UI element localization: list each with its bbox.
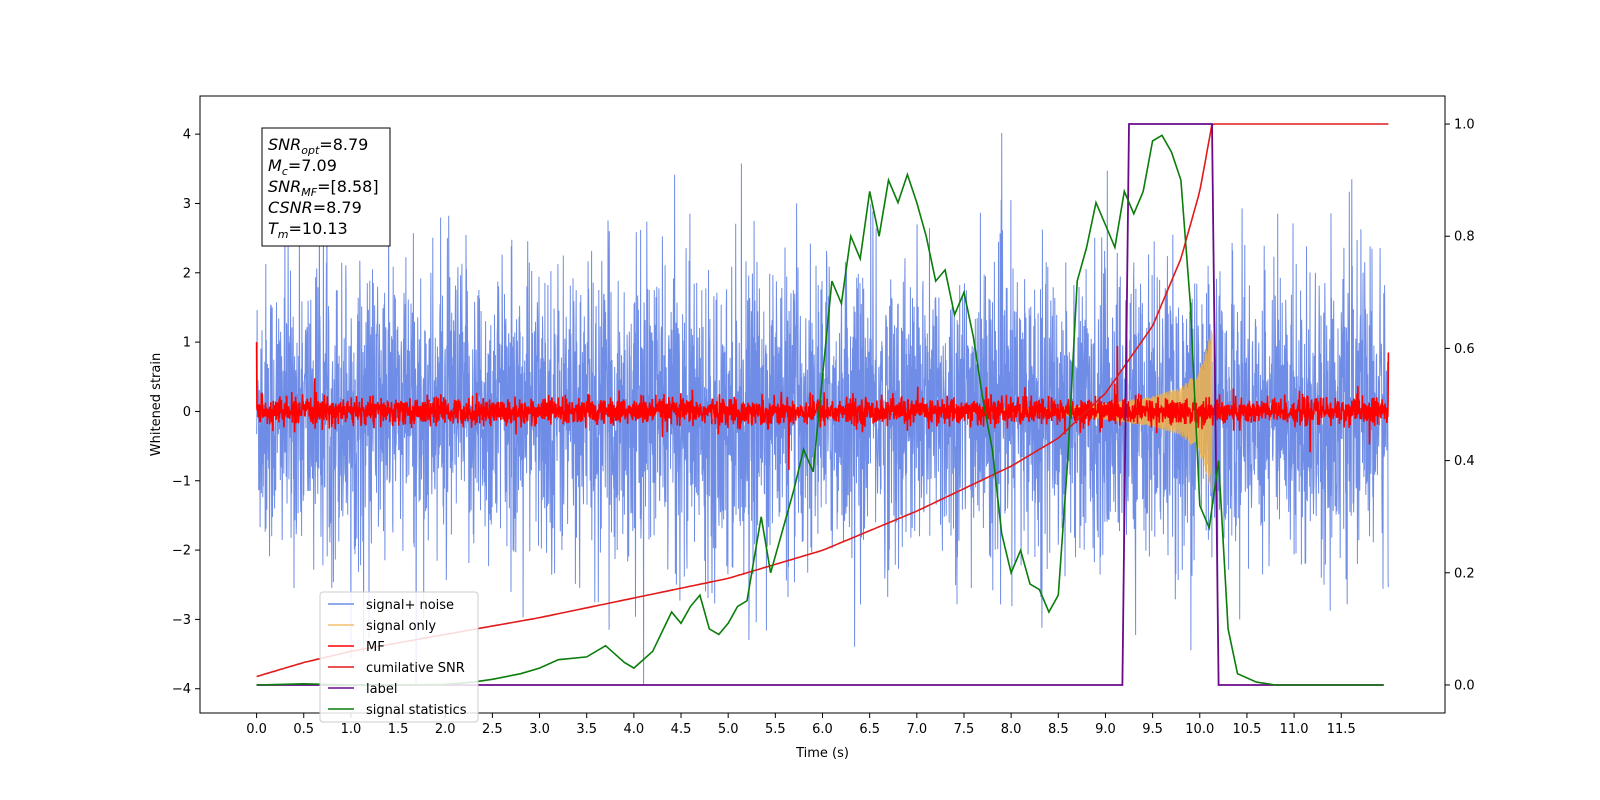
y-tick-label: −1 — [172, 474, 191, 489]
info-symbol: CSNR — [268, 198, 313, 217]
legend: signal+ noise signal only MF cumilative SNR… — [319, 591, 479, 723]
y-axis-left-ticks: 4 3 2 1 0 −1 −2 −3 −4 — [172, 128, 200, 697]
x-tick-label: 8.5 — [1048, 722, 1069, 737]
x-tick-label: 4.0 — [624, 722, 645, 737]
y-tick-label: −3 — [172, 613, 191, 628]
x-tick-label: 7.0 — [906, 722, 927, 737]
info-line: Mc=7.09 — [268, 156, 337, 178]
x-tick-label: 3.5 — [576, 722, 597, 737]
info-value: =7.09 — [288, 156, 337, 175]
info-subscript: MF — [301, 186, 317, 199]
label-line — [256, 123, 1384, 686]
x-tick-label: 4.5 — [671, 722, 692, 737]
y-tick-label: 2 — [183, 266, 191, 281]
legend-entry-label: signal only — [366, 619, 436, 634]
legend-entry-label: signal+ noise — [366, 598, 454, 613]
x-tick-label: 8.0 — [1001, 722, 1022, 737]
y-right-tick-label: 0.4 — [1454, 454, 1475, 469]
legend-frame — [319, 591, 479, 723]
info-subscript: opt — [301, 144, 320, 157]
y-tick-label: −2 — [172, 544, 191, 559]
x-tick-label: 2.0 — [435, 722, 456, 737]
info-value: =8.79 — [313, 198, 362, 217]
y-tick-label: 0 — [183, 405, 191, 420]
legend-entry-label: label — [366, 682, 397, 697]
info-line: CSNR=8.79 — [268, 198, 362, 217]
mf-line — [255, 342, 1390, 471]
x-tick-label: 6.0 — [812, 722, 833, 737]
x-tick-label: 10.0 — [1185, 722, 1214, 737]
y-right-tick-label: 0.2 — [1454, 566, 1475, 581]
info-subscript: m — [278, 228, 289, 241]
x-tick-label: 0.5 — [293, 722, 314, 737]
x-tick-label: 9.5 — [1142, 722, 1163, 737]
info-symbol: T — [268, 219, 279, 238]
x-tick-label: 11.0 — [1280, 722, 1309, 737]
x-tick-label: 11.5 — [1327, 722, 1356, 737]
x-tick-label: 3.0 — [529, 722, 550, 737]
x-axis-ticks: 0.0 0.5 1.0 1.5 2.0 2.5 3.0 3.5 4.0 4.5 5.0 5.5 6.0 6… — [246, 713, 1356, 737]
mf-series — [255, 342, 1390, 471]
legend-entry-label: cumilative SNR — [366, 661, 465, 676]
y-axis-right-ticks: 1.0 0.8 0.6 0.4 0.2 0.0 — [1445, 118, 1475, 693]
info-value: =[8.58] — [317, 177, 379, 196]
info-subscript: c — [282, 165, 288, 178]
y-right-tick-label: 0.6 — [1454, 342, 1475, 357]
info-box-frame — [261, 127, 391, 247]
y-right-tick-label: 0.8 — [1454, 230, 1475, 245]
info-line: SNRMF=[8.58] — [268, 177, 379, 199]
y-tick-label: 4 — [183, 128, 191, 143]
info-symbol: SNR — [268, 177, 301, 196]
info-line: SNRopt=8.79 — [268, 135, 368, 157]
y-tick-label: −4 — [172, 682, 191, 697]
legend-entry-label: signal statistics — [366, 703, 467, 718]
x-tick-label: 0.0 — [246, 722, 267, 737]
y-axis-label: Whitened strain — [149, 353, 164, 456]
y-right-tick-label: 0.0 — [1454, 678, 1475, 693]
y-tick-label: 3 — [183, 197, 191, 212]
x-tick-label: 5.0 — [718, 722, 739, 737]
info-symbol: M — [268, 156, 282, 175]
info-line: Tm=10.13 — [268, 219, 348, 241]
x-tick-label: 1.0 — [341, 722, 362, 737]
x-tick-label: 2.5 — [482, 722, 503, 737]
y-tick-label: 1 — [183, 336, 191, 351]
x-tick-label: 7.5 — [954, 722, 975, 737]
y-right-tick-label: 1.0 — [1454, 118, 1475, 133]
signal-statistics-line — [256, 134, 1384, 686]
x-tick-label: 1.5 — [388, 722, 409, 737]
info-annotation-box: SNRopt=8.79Mc=7.09SNRMF=[8.58]CSNR=8.79T… — [261, 127, 391, 247]
legend-entry-label: MF — [366, 640, 385, 655]
x-axis-label: Time (s) — [795, 746, 849, 761]
info-value: =10.13 — [289, 219, 348, 238]
x-tick-label: 9.0 — [1095, 722, 1116, 737]
x-tick-label: 10.5 — [1232, 722, 1261, 737]
x-tick-label: 6.5 — [859, 722, 880, 737]
info-value: =8.79 — [319, 135, 368, 154]
info-symbol: SNR — [268, 135, 301, 154]
x-tick-label: 5.5 — [765, 722, 786, 737]
